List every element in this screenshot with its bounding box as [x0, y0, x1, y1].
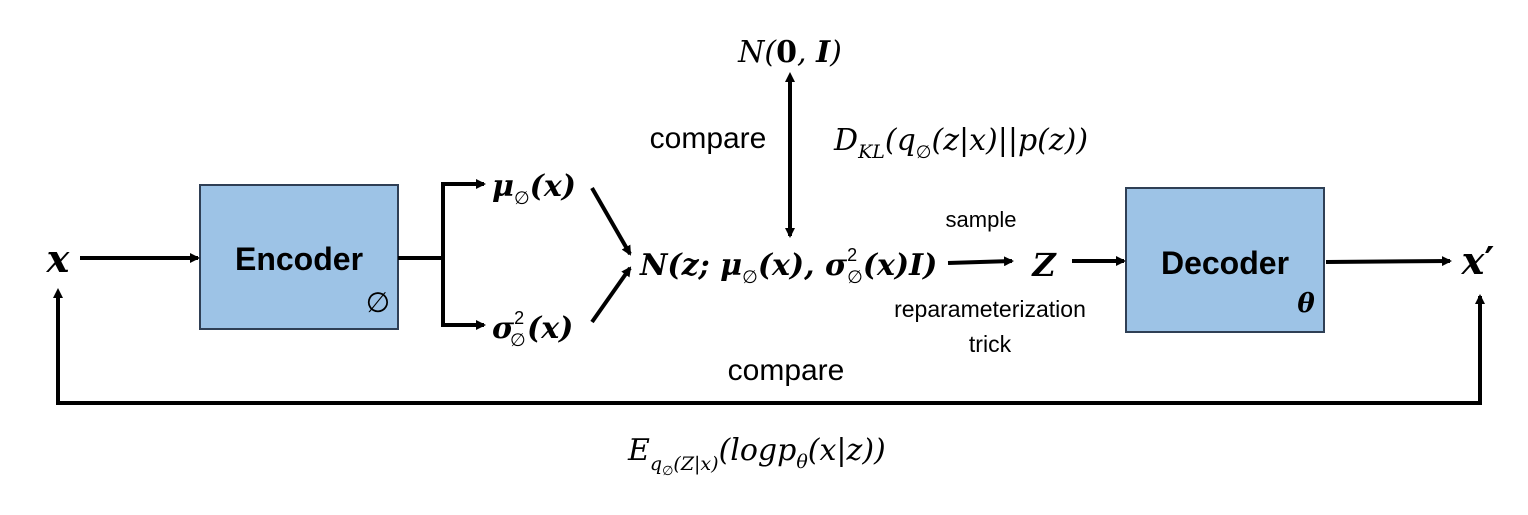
sample-label: sample — [946, 207, 1017, 232]
arrow-sigma-to-gaussian — [590, 266, 632, 324]
output-prime-mark: ′ — [1484, 238, 1494, 283]
encoder-label: Encoder — [235, 241, 363, 277]
compare-top-label: compare — [650, 122, 767, 155]
gaussian-mu: μ — [720, 248, 742, 283]
expectation-subscript-rest: (Z|x) — [673, 453, 718, 475]
output-x-prime: x′ — [1461, 238, 1495, 283]
encoder-block: Encoder ∅ — [199, 184, 399, 330]
kl-body: (z|x)||p(z)) — [931, 123, 1088, 158]
encoder-box — [199, 184, 399, 330]
mu-symbol: μ — [492, 169, 514, 204]
gaussian-prefix: N(z; — [639, 248, 720, 283]
gaussian-mu-subscript: ∅ — [742, 267, 758, 287]
prior-prefix: N( — [737, 35, 777, 70]
gaussian-sigma-superscript: 2 — [847, 245, 857, 265]
latent-z: Z — [1030, 246, 1057, 284]
expectation-subscript-q: q — [650, 453, 662, 475]
expectation-E: E — [627, 433, 650, 468]
gaussian-sigma-subscript: ∅ — [847, 267, 863, 287]
kl-D: D — [833, 123, 858, 158]
arrow-mu-to-gaussian — [590, 187, 632, 256]
output-x-symbol: x — [1461, 238, 1486, 283]
sigma-label: σ2 ∅(x) — [492, 308, 573, 350]
prior-label: N(0, I) — [737, 35, 842, 70]
encoder-split-connector — [398, 184, 445, 325]
decoder-param: θ — [1297, 289, 1315, 319]
reconstruction-compare-loop — [53, 288, 1485, 405]
reparam-label-line1: reparameterization — [894, 296, 1086, 322]
mu-args: (x) — [530, 169, 576, 204]
encoder-param: ∅ — [366, 287, 390, 318]
mu-subscript: ∅ — [514, 188, 530, 208]
expectation-body-open: (logp — [719, 433, 797, 468]
expectation-label: Eq∅(Z|x)(logpθ(x|z)) — [627, 433, 886, 478]
gaussian-mu-args: (x), — [758, 248, 825, 283]
compare-bottom-label: compare — [728, 354, 845, 387]
expectation-body-close: (x|z)) — [808, 433, 886, 468]
prior-close: ) — [829, 35, 842, 70]
sigma-symbol: σ — [492, 311, 515, 346]
gaussian-sigma: σ — [825, 248, 848, 283]
input-x: x — [46, 236, 71, 281]
gaussian-tail: (x)I) — [863, 248, 938, 283]
mu-label: μ∅(x) — [492, 169, 576, 208]
arrow-gaussian-to-z — [947, 256, 1014, 267]
kl-D-subscript: KL — [857, 141, 885, 163]
prior-identity: I — [815, 35, 831, 70]
gaussian-label: N(z; μ∅(x), σ2 ∅(x)I) — [639, 245, 937, 287]
arrow-decoder-to-output — [1325, 256, 1452, 267]
sigma-superscript: 2 — [514, 308, 524, 328]
prior-zero: 0 — [776, 35, 797, 70]
kl-q-subscript: ∅ — [916, 142, 932, 162]
sigma-subscript: ∅ — [510, 330, 526, 350]
decoder-label: Decoder — [1161, 245, 1289, 281]
sigma-args: (x) — [527, 311, 573, 346]
expectation-subscript-q-sub: ∅ — [662, 463, 673, 478]
kl-divergence-label: DKL(q∅(z|x)||p(z)) — [833, 123, 1088, 163]
prior-comma: , — [797, 35, 816, 70]
decoder-box — [1125, 187, 1325, 333]
kl-open: (q — [885, 123, 916, 158]
expectation-p-subscript: θ — [796, 451, 808, 473]
reparam-label-line2: trick — [969, 331, 1012, 357]
decoder-block: Decoder θ — [1125, 187, 1325, 333]
